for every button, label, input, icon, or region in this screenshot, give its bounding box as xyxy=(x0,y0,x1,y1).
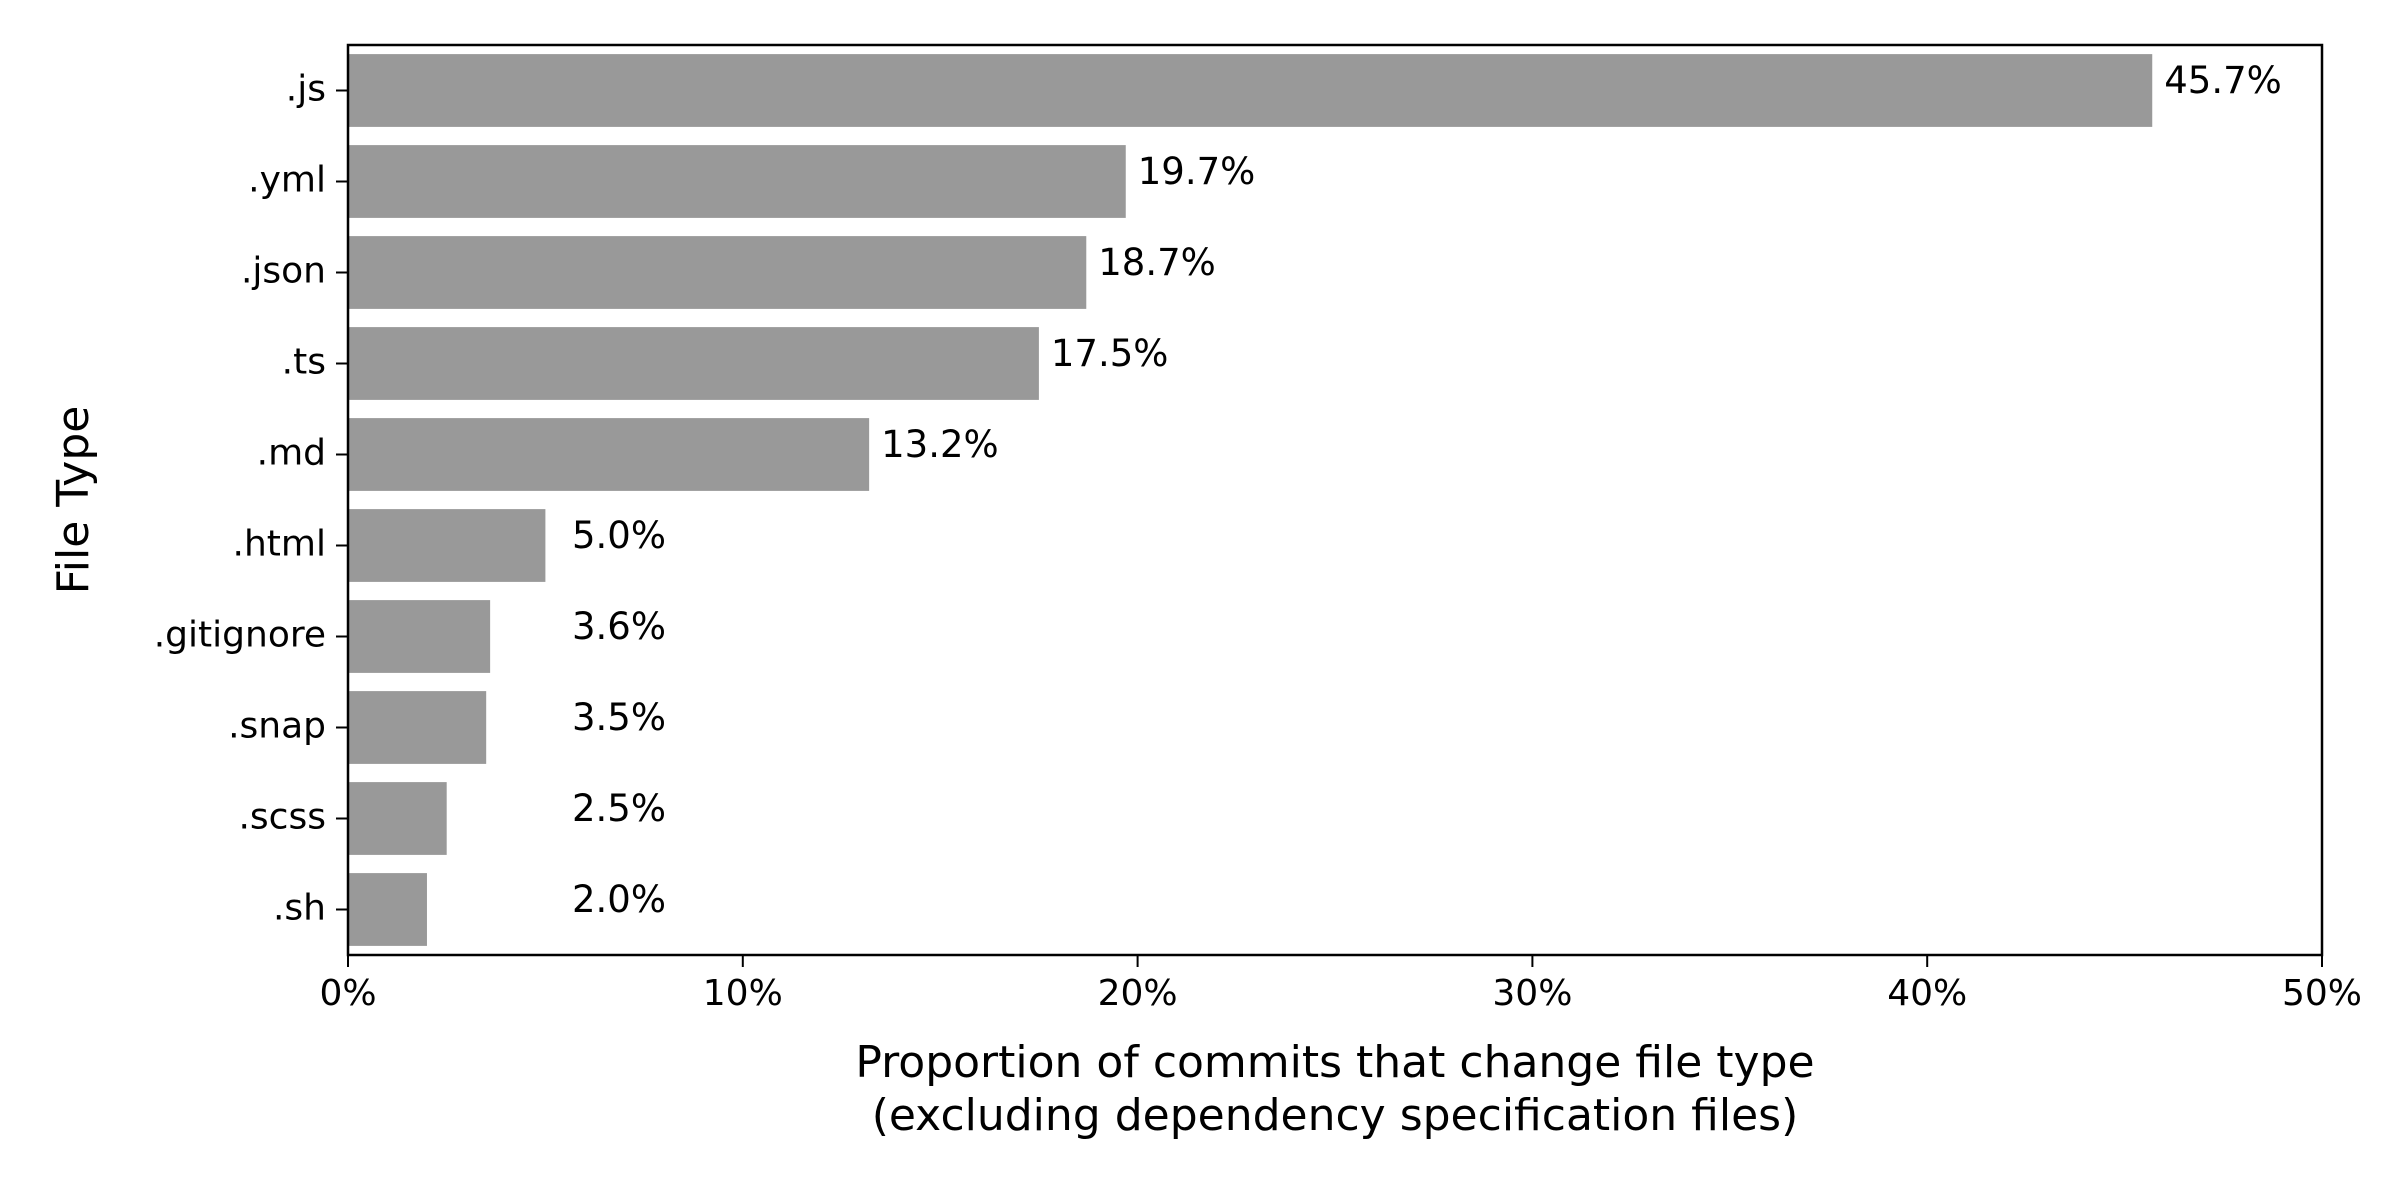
bar-snap xyxy=(348,691,487,764)
bar-yml xyxy=(348,145,1126,218)
y-tick-label: .sh xyxy=(273,888,326,929)
bar-js xyxy=(348,54,2153,127)
x-tick-label: 50% xyxy=(2282,973,2362,1014)
y-tick-label: .js xyxy=(286,69,326,110)
data-label-md: 13.2% xyxy=(881,423,999,466)
y-tick-label: .snap xyxy=(228,706,326,747)
data-labels-layer: 45.7% 19.7% 18.7% 17.5% 13.2% 5.0% 3.6% 3.5% 2.5… xyxy=(572,59,2282,921)
x-tick-label: 0% xyxy=(319,973,376,1014)
y-axis: .js .yml .json .ts .md .html .gitignore .snap .s… xyxy=(154,69,348,929)
y-tick-label: .json xyxy=(241,251,326,292)
y-tick-label: .md xyxy=(257,433,326,474)
bar-sh xyxy=(348,873,427,946)
bar-scss xyxy=(348,782,447,855)
y-tick-label: .ts xyxy=(282,342,326,383)
bar-gitignore xyxy=(348,600,491,673)
bars-layer xyxy=(348,54,2153,946)
x-tick-label: 30% xyxy=(1492,973,1572,1014)
bar-md xyxy=(348,418,870,491)
data-label-sh: 2.0% xyxy=(572,878,666,921)
bar-ts xyxy=(348,327,1039,400)
y-tick-label: .scss xyxy=(238,797,326,838)
data-label-json: 18.7% xyxy=(1098,241,1216,284)
bar-json xyxy=(348,236,1087,309)
data-label-html: 5.0% xyxy=(572,514,666,557)
y-axis-title: File Type xyxy=(48,406,99,595)
x-axis-title-line-2: (excluding dependency specification file… xyxy=(872,1090,1799,1141)
y-tick-label: .html xyxy=(233,524,326,565)
y-tick-label: .gitignore xyxy=(154,615,326,656)
data-label-ts: 17.5% xyxy=(1051,332,1169,375)
x-tick-label: 10% xyxy=(703,973,783,1014)
bar-html xyxy=(348,509,546,582)
data-label-snap: 3.5% xyxy=(572,696,666,739)
data-label-gitignore: 3.6% xyxy=(572,605,666,648)
data-label-yml: 19.7% xyxy=(1138,150,1256,193)
x-tick-label: 20% xyxy=(1098,973,1178,1014)
data-label-scss: 2.5% xyxy=(572,787,666,830)
y-tick-label: .yml xyxy=(248,160,326,201)
x-axis: 0% 10% 20% 30% 40% 50% xyxy=(319,955,2362,1014)
x-tick-label: 40% xyxy=(1887,973,1967,1014)
data-label-js: 45.7% xyxy=(2164,59,2282,102)
plot-frame xyxy=(346,43,2324,957)
x-axis-title-line-1: Proportion of commits that change file t… xyxy=(855,1037,1814,1088)
